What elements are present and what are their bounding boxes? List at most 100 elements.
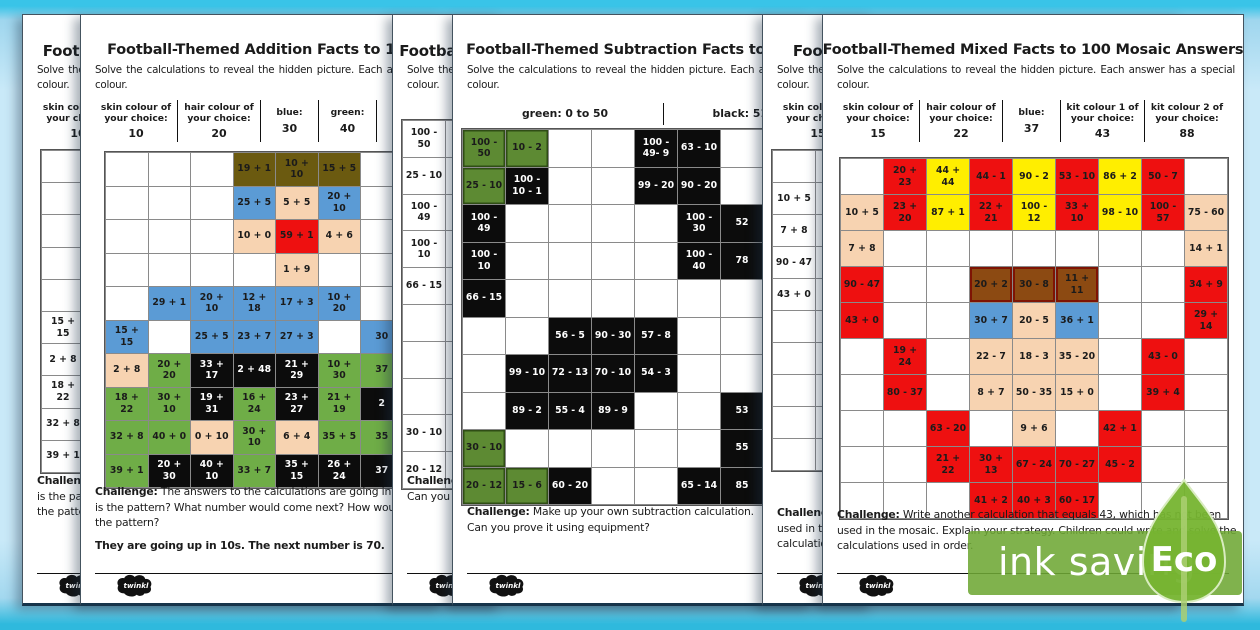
mosaic-cell: 32 + 8 (106, 421, 148, 454)
mosaic-cell: 15 + 5 (318, 153, 360, 186)
key-item: blue:37 (1003, 100, 1061, 142)
footer-divider (95, 573, 487, 574)
mosaic-cell: 63 - 10 (678, 130, 720, 167)
mosaic-cell (403, 378, 445, 415)
mosaic-cell: 60 - 17 (1056, 483, 1098, 518)
mosaic-cell: 10 + 5 (841, 195, 883, 230)
mosaic-cell (1099, 231, 1141, 266)
mosaic-cell: 90 - 47 (841, 267, 883, 302)
mosaic-cell: 55 - 4 (549, 392, 591, 429)
mosaic-cell: 43 + 0 (841, 303, 883, 338)
mosaic-cell (1142, 231, 1184, 266)
mosaic-cell (884, 303, 926, 338)
mosaic-cell (191, 186, 233, 219)
page-title: Football-Themed Addition Facts to 100 Mo… (107, 42, 475, 58)
mosaic-cell (773, 311, 815, 342)
svg-text:twinkl: twinkl (806, 581, 831, 590)
mosaic-cell (106, 253, 148, 286)
mosaic-cell (506, 205, 548, 242)
mosaic-cell: 10 + 5 (773, 183, 815, 214)
mosaic-cell (841, 375, 883, 410)
mosaic-cell: 20 + 30 (148, 454, 190, 487)
mosaic-cell (592, 430, 634, 467)
mosaic-cell: 53 (721, 392, 763, 429)
mosaic-cell: 25 - 10 (403, 157, 445, 194)
eco-leaf-icon (1141, 478, 1227, 622)
mosaic-cell: 18 - 3 (1013, 339, 1055, 374)
mosaic-cell (463, 317, 505, 354)
mosaic-cell (721, 167, 763, 204)
mosaic-cell: 11 + 11 (1056, 267, 1098, 302)
key-item: kit colour 1 of your choice:43 (1061, 100, 1145, 142)
mosaic-cell: 40 + 0 (148, 421, 190, 454)
mosaic-cell (1142, 267, 1184, 302)
mosaic-cell: 2 + 8 (106, 354, 148, 387)
mosaic-cell: 30 + 13 (970, 447, 1012, 482)
mosaic-cell (1056, 411, 1098, 446)
mosaic-cell: 27 + 3 (276, 320, 318, 353)
mosaic-cell: 7 + 8 (773, 215, 815, 246)
mosaic-cell: 20 - 12 (463, 467, 505, 504)
mosaic-cell: 70 - 27 (1056, 447, 1098, 482)
mosaic-cell (1185, 159, 1227, 194)
mosaic-cell: 55 (721, 430, 763, 467)
mosaic-cell (592, 130, 634, 167)
mosaic-cell (148, 320, 190, 353)
mosaic-cell (506, 317, 548, 354)
mosaic-cell (106, 287, 148, 320)
mosaic-cell: 2 + 48 (233, 354, 275, 387)
mosaic-cell (42, 247, 84, 279)
mosaic-cell (970, 411, 1012, 446)
mosaic-cell (841, 159, 883, 194)
mosaic-cell: 19 + 31 (191, 387, 233, 420)
mosaic-cell: 15 + 15 (106, 320, 148, 353)
mosaic-cell: 33 + 17 (191, 354, 233, 387)
key-item: green:40 (319, 100, 377, 142)
mosaic-cell: 29 + 14 (1185, 303, 1227, 338)
mosaic-cell: 21 + 19 (318, 387, 360, 420)
mosaic-cell: 23 + 27 (276, 387, 318, 420)
mosaic-cell: 19 + 1 (233, 153, 275, 186)
mosaic-cell: 44 + 44 (927, 159, 969, 194)
challenge-line: calculations used in order. (837, 539, 974, 553)
mosaic-cell: 15 + 15 (42, 311, 84, 344)
mosaic-cell: 39 + 1 (106, 454, 148, 487)
challenge: Challenge: The answers to the calculatio… (95, 484, 501, 554)
mosaic-cell: 89 - 2 (506, 392, 548, 429)
svg-text:twinkl: twinkl (866, 581, 891, 590)
mosaic-cell: 100 - 50 (463, 130, 505, 167)
mosaic-cell (927, 339, 969, 374)
mosaic-cell (106, 153, 148, 186)
mosaic-cell (841, 483, 883, 518)
mosaic-cell (403, 304, 445, 341)
mosaic-cell (1013, 231, 1055, 266)
mosaic-cell (678, 430, 720, 467)
mosaic-cell: 16 + 24 (233, 387, 275, 420)
twinkl-logo: twinkl (489, 574, 524, 597)
mosaic-cell (884, 267, 926, 302)
mosaic-cell (592, 242, 634, 279)
mosaic-cell: 6 + 4 (276, 421, 318, 454)
mosaic-cell (1142, 411, 1184, 446)
mosaic-cell (635, 467, 677, 504)
mosaic-cell: 100 - 10 (463, 242, 505, 279)
mosaic-cell (191, 153, 233, 186)
mosaic-cell: 30 + 7 (970, 303, 1012, 338)
mosaic-cell (1185, 411, 1227, 446)
mosaic-cell: 63 - 20 (927, 411, 969, 446)
mosaic-cell: 100 - 49- 9 (635, 130, 677, 167)
key-item: kit colour 2 of your choice:88 (1150, 101, 1224, 141)
mosaic-cell: 20 + 10 (318, 186, 360, 219)
mosaic-cell: 53 - 10 (1056, 159, 1098, 194)
mosaic-cell (506, 242, 548, 279)
mosaic-cell: 35 + 5 (318, 421, 360, 454)
mosaic-cell (592, 167, 634, 204)
mosaic-cell: 90 - 47 (773, 247, 815, 278)
mosaic-cell: 72 - 13 (549, 355, 591, 392)
mosaic-cell: 100 - 50 (403, 121, 445, 157)
mosaic-cell: 30 + 10 (148, 387, 190, 420)
mosaic-cell (106, 220, 148, 253)
mosaic-cell (773, 375, 815, 406)
mosaic-cell (927, 267, 969, 302)
